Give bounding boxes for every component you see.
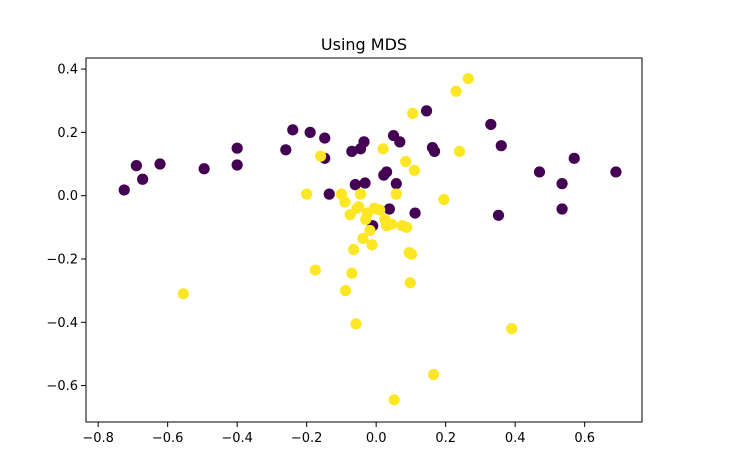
scatter-point-group-1 xyxy=(130,160,142,172)
scatter-point-group-1 xyxy=(346,145,358,157)
scatter-point-group-1 xyxy=(556,203,568,215)
scatter-point-group-2 xyxy=(407,107,419,119)
scatter-point-group-2 xyxy=(390,188,402,200)
scatter-point-group-2 xyxy=(309,264,321,276)
scatter-point-group-1 xyxy=(495,140,507,152)
scatter-point-group-2 xyxy=(438,193,450,206)
scatter-point-group-2 xyxy=(301,188,313,200)
x-tick-label: −0.6 xyxy=(152,431,184,446)
scatter-point-group-1 xyxy=(409,207,421,219)
x-tick-label: 0.4 xyxy=(505,431,526,446)
scatter-point-group-1 xyxy=(323,188,335,200)
y-tick-label: −0.4 xyxy=(46,316,78,331)
scatter-point-group-2 xyxy=(357,232,369,245)
scatter-point-group-2 xyxy=(388,394,400,406)
points-layer xyxy=(118,72,622,406)
scatter-point-group-1 xyxy=(390,178,402,190)
x-tick-label: −0.2 xyxy=(291,431,323,446)
scatter-point-group-1 xyxy=(198,163,210,175)
scatter-point-group-2 xyxy=(386,218,398,230)
scatter-point-group-1 xyxy=(394,136,406,148)
scatter-point-group-2 xyxy=(450,85,462,97)
scatter-point-group-2 xyxy=(364,224,376,237)
scatter-point-group-2 xyxy=(427,368,440,381)
scatter-point-group-2 xyxy=(350,318,362,330)
scatter-point-group-2 xyxy=(506,323,518,335)
scatter-point-group-2 xyxy=(339,196,351,208)
scatter-point-group-2 xyxy=(453,145,466,157)
scatter-point-group-1 xyxy=(319,132,331,144)
x-tick-label: −0.4 xyxy=(221,431,253,446)
x-tick-label: −0.8 xyxy=(82,431,114,446)
y-tick-label: −0.6 xyxy=(46,379,78,394)
x-axis: −0.8 −0.6 −0.4 −0.2 0.0 0.2 0.4 0.6 xyxy=(82,422,595,446)
axes-frame xyxy=(85,57,643,423)
scatter-point-group-2 xyxy=(400,155,412,168)
scatter-point-group-2 xyxy=(354,188,367,200)
x-tick-label: 0.0 xyxy=(366,431,387,446)
scatter-point-group-1 xyxy=(231,159,243,171)
scatter-point-group-1 xyxy=(118,184,130,196)
scatter-point-group-2 xyxy=(177,288,189,300)
scatter-point-group-1 xyxy=(349,179,361,191)
scatter-point-group-1 xyxy=(610,166,622,178)
scatter-point-group-1 xyxy=(568,152,580,164)
scatter-point-group-1 xyxy=(231,142,243,154)
scatter-point-group-2 xyxy=(401,221,413,233)
y-tick-label: 0.0 xyxy=(57,189,78,204)
scatter-point-group-1 xyxy=(154,158,166,170)
y-tick-label: 0.2 xyxy=(57,126,78,141)
scatter-point-group-2 xyxy=(406,248,418,260)
scatter-point-group-1 xyxy=(358,136,370,148)
scatter-point-group-1 xyxy=(556,178,568,190)
scatter-point-group-1 xyxy=(492,209,505,221)
scatter-point-group-2 xyxy=(377,143,389,155)
scatter-point-group-1 xyxy=(304,126,316,138)
scatter-point-group-2 xyxy=(408,164,420,176)
scatter-point-group-2 xyxy=(462,72,474,85)
scatter-point-group-1 xyxy=(280,144,292,156)
scatter-point-group-2 xyxy=(366,239,378,251)
chart-title: Using MDS xyxy=(321,35,407,54)
scatter-point-group-1 xyxy=(420,105,433,117)
y-tick-label: −0.2 xyxy=(46,252,78,267)
scatter-point-group-2 xyxy=(374,204,386,216)
x-tick-label: 0.2 xyxy=(435,431,456,446)
scatter-point-group-2 xyxy=(347,243,360,256)
y-tick-label: 0.4 xyxy=(57,63,78,78)
x-tick-label: 0.6 xyxy=(574,431,595,446)
scatter-point-group-1 xyxy=(359,177,371,189)
scatter-point-group-2 xyxy=(346,267,358,279)
scatter-point-group-1 xyxy=(485,118,497,131)
plot-area xyxy=(85,57,643,423)
scatter-point-group-1 xyxy=(287,124,299,136)
scatter-point-group-1 xyxy=(383,203,395,215)
scatter-point-group-2 xyxy=(339,285,352,297)
scatter-point-group-2 xyxy=(314,150,327,162)
scatter-point-group-1 xyxy=(137,173,149,185)
y-axis: 0.4 0.2 0.0 −0.2 −0.4 −0.6 xyxy=(46,63,86,394)
scatter-point-group-1 xyxy=(533,166,546,178)
scatter-point-group-1 xyxy=(428,145,441,157)
scatter-point-group-1 xyxy=(380,166,393,178)
scatter-point-group-2 xyxy=(404,277,416,289)
scatter-point-group-2 xyxy=(353,201,365,213)
